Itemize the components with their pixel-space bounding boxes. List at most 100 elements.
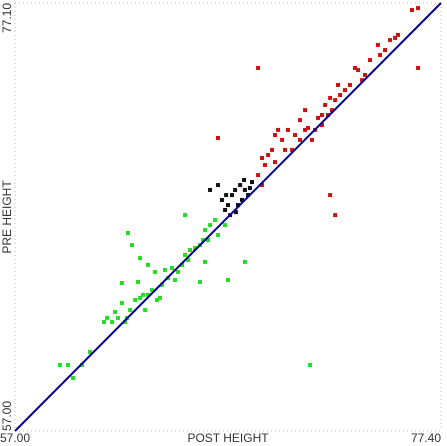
scatter-point (333, 98, 338, 103)
scatter-point (333, 213, 338, 218)
scatter-point (149, 288, 154, 293)
y-tick-label: 57.00 (0, 401, 14, 431)
scatter-point (180, 262, 185, 267)
scatter-point (193, 246, 198, 251)
scatter-point (182, 252, 187, 257)
scatter-point (146, 292, 151, 297)
scatter-point (416, 65, 421, 70)
scatter-point (233, 210, 238, 215)
scatter-point (119, 281, 124, 286)
scatter-point (375, 42, 380, 47)
scatter-point (395, 32, 400, 37)
scatter-point (223, 223, 228, 228)
scatter-point (328, 95, 333, 100)
scatter-point (242, 259, 247, 264)
scatter-point (215, 233, 220, 238)
scatter-point (329, 108, 334, 113)
scatter-point (360, 78, 365, 83)
scatter-point (113, 309, 118, 314)
scatter-point (305, 125, 310, 130)
scatter-point (246, 193, 251, 198)
scatter-point (362, 72, 367, 77)
scatter-point (319, 123, 324, 128)
scatter-point (170, 266, 175, 271)
scatter-point (157, 295, 162, 300)
scatter-point (203, 227, 208, 232)
scatter-point (119, 301, 124, 306)
scatter-point (280, 137, 285, 142)
scatter-point (298, 118, 303, 123)
scatter-point (247, 186, 252, 191)
scatter-point (383, 48, 388, 53)
scatter-point (205, 237, 210, 242)
scatter-point (110, 319, 115, 324)
scatter-point (256, 65, 261, 70)
scatter-point (356, 68, 361, 73)
scatter-point (328, 193, 333, 198)
scatter-point (260, 156, 265, 161)
scatter-point (233, 187, 238, 192)
scatter-point (308, 362, 313, 367)
scatter-point (128, 308, 133, 313)
y-tick-label: 77.10 (0, 3, 14, 33)
scatter-point (229, 193, 234, 198)
scatter-point (115, 315, 120, 320)
scatter-point (236, 203, 241, 208)
scatter-point (105, 315, 110, 320)
scatter-point (215, 136, 220, 141)
scatter-point (123, 319, 128, 324)
fit-line (14, 2, 442, 432)
scatter-point (336, 82, 341, 87)
scatter-point (319, 113, 324, 118)
scatter-point (125, 230, 130, 235)
scatter-point (133, 298, 138, 303)
scatter-point (256, 173, 261, 178)
scatter-point (239, 197, 244, 202)
scatter-point (342, 88, 347, 93)
scatter-point (250, 180, 255, 185)
scatter-point (303, 108, 308, 113)
scatter-point (226, 203, 230, 208)
scatter-point (238, 183, 243, 188)
scatter-point (172, 278, 177, 283)
scatter-point (187, 248, 192, 253)
scatter-point (224, 193, 229, 198)
scatter-point (146, 262, 151, 267)
scatter-point (135, 279, 140, 284)
scatter-point (388, 38, 393, 43)
scatter-point (290, 147, 295, 152)
scatter-point (213, 217, 218, 222)
scatter-point (176, 269, 181, 274)
scatter-point (215, 183, 220, 188)
scatter-point (87, 350, 92, 355)
scatter-point (219, 197, 224, 202)
x-axis-label: POST HEIGHT (187, 431, 269, 445)
scatter-point (285, 127, 290, 132)
scatter-point (262, 163, 267, 168)
scatter-point (200, 237, 205, 242)
scatter-point (409, 8, 414, 13)
scatter-point (276, 127, 281, 132)
scatter-point (138, 256, 143, 261)
scatter-point (283, 147, 288, 152)
scatter-point (260, 183, 265, 188)
scatter-point (71, 375, 76, 380)
scatter-point (309, 137, 314, 142)
scatter-point (378, 52, 383, 57)
scatter-point (316, 115, 321, 120)
scatter-point (129, 243, 134, 248)
scatter-point (138, 295, 143, 300)
scatter-point (160, 282, 165, 287)
scatter-point (303, 127, 308, 132)
scatter-point (272, 133, 277, 138)
scatter-point (393, 35, 398, 40)
scatter-point (226, 278, 230, 283)
scatter-point (101, 319, 106, 324)
scatter-point (203, 259, 208, 264)
scatter-point (293, 133, 298, 138)
scatter-point (272, 160, 277, 165)
scatter-point (198, 279, 203, 284)
scatter-point (266, 153, 271, 158)
scatter-point (352, 65, 357, 70)
scatter-point (368, 58, 372, 63)
